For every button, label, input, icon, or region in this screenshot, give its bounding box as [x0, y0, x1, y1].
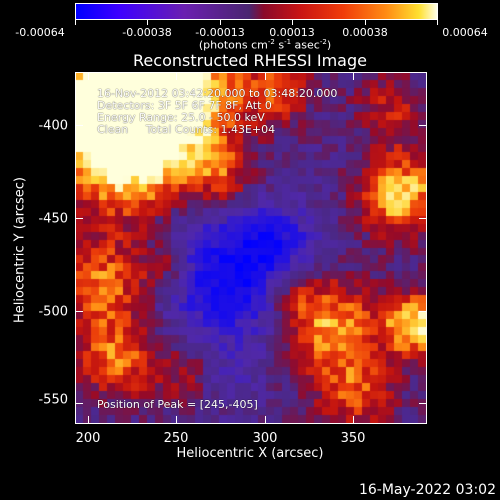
colorbar-tick	[147, 20, 148, 25]
timestamp: 16-May-2022 03:02	[358, 482, 496, 498]
x-tick-label: 250	[163, 431, 189, 446]
colorbar-label: -0.00013	[195, 26, 245, 39]
x-tick	[88, 72, 89, 80]
y-tick	[75, 311, 83, 312]
colorbar-tick	[75, 20, 76, 25]
colorbar-tick	[437, 20, 438, 25]
x-tick	[176, 72, 177, 80]
y-tick	[75, 125, 83, 126]
plot-title: Reconstructed RHESSI Image	[133, 51, 367, 70]
y-tick	[75, 403, 83, 404]
x-axis-title: Heliocentric X (arcsec)	[176, 446, 324, 461]
info-detectors: Detectors: 3F 5F 6F 7F 8F, Att 0	[97, 99, 272, 112]
colorbar-label: 0.00038	[342, 26, 388, 39]
image-plot: 16-Nov-2012 03:42:20.000 to 03:48:20.000…	[75, 72, 427, 424]
x-tick	[265, 72, 266, 80]
x-tick	[265, 416, 266, 424]
info-total-counts: Clean Total Counts: 1.43E+04	[97, 123, 276, 136]
colorbar-label: -0.00064	[15, 26, 65, 39]
y-tick	[419, 125, 427, 126]
peak-position-label: Position of Peak = [245,-405]	[97, 398, 258, 411]
y-tick-label: -450	[38, 211, 68, 227]
colorbar-tick	[365, 20, 366, 25]
x-tick	[176, 416, 177, 424]
y-tick	[75, 218, 83, 219]
colorbar-label: 0.00064	[442, 26, 488, 39]
colorbar-tick	[220, 20, 221, 25]
info-time-range: 16-Nov-2012 03:42:20.000 to 03:48:20.000	[97, 87, 338, 100]
solar-image-map	[76, 73, 426, 423]
y-axis-title: Heliocentric Y (arcsec)	[12, 177, 28, 323]
colorbar-label: 0.00013	[269, 26, 315, 39]
x-tick-label: 350	[340, 431, 366, 446]
colorbar-tick	[292, 20, 293, 25]
colorbar-label: -0.00038	[122, 26, 172, 39]
y-tick-label: -500	[38, 304, 68, 320]
y-tick	[419, 311, 427, 312]
x-tick-label: 300	[252, 431, 278, 446]
y-tick	[419, 403, 427, 404]
x-tick	[353, 416, 354, 424]
y-tick-label: -400	[38, 118, 68, 134]
colorbar-unit: (photons cm-2 s-1 asec-2)	[198, 38, 332, 52]
x-tick	[353, 72, 354, 80]
info-energy-range: Energy Range: 25.0 - 50.0 keV	[97, 111, 265, 124]
x-tick-label: 200	[75, 431, 101, 446]
colorbar	[75, 3, 438, 20]
y-tick	[419, 218, 427, 219]
y-tick-label: -550	[38, 392, 68, 408]
x-tick	[88, 416, 89, 424]
